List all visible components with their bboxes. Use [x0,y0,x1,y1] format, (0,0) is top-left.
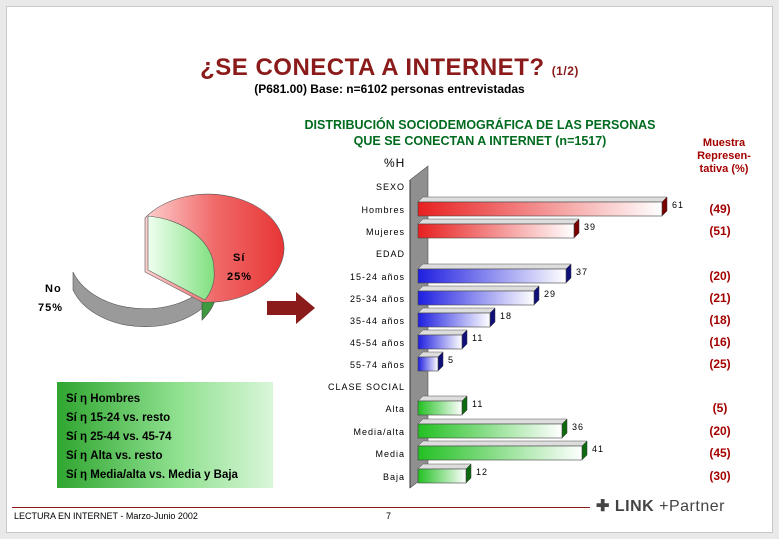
bar [417,334,463,350]
chart-title-line2: QUE SE CONECTAN A INTERNET (n=1517) [353,134,607,148]
value-label: 61 [672,200,684,210]
chart-title: DISTRIBUCIÓN SOCIODEMOGRÁFICA DE LAS PER… [270,117,690,149]
bar-top [417,263,572,270]
category-label: Baja [383,472,405,482]
bar [417,468,467,484]
muestra-header-line2: Represen- [697,150,751,162]
category-label: 25-34 años [350,294,405,304]
value-label: 11 [472,333,483,343]
bar-top [417,307,496,314]
logo: ✚ LINK +Partner [596,498,725,515]
pie-label-si: Sí [233,252,245,264]
bar-top [417,329,468,336]
muestra-value: (20) [709,424,730,438]
value-label: 18 [500,311,512,321]
category-label: Media [375,449,405,459]
value-label: 5 [448,355,454,365]
bar-top [417,440,588,447]
value-label: 11 [472,399,483,409]
category-label: Mujeres [366,227,405,237]
bar-top [417,218,580,225]
legend-line: Sí η Alta vs. resto [66,450,163,462]
page-title: ¿SE CONECTA A INTERNET? (1/2) [200,54,579,81]
bar [417,290,535,306]
legend-line: Sí η Media/alta vs. Media y Baja [66,469,238,481]
bar [417,400,463,416]
category-label: 15-24 años [350,272,405,282]
muestra-value: (16) [709,335,730,349]
value-label: 36 [572,422,584,432]
bar [417,201,663,217]
bar-top [417,463,472,470]
category-label: 35-44 años [350,316,405,326]
category-label: Media/alta [353,427,405,437]
value-label: 39 [584,222,596,232]
group-label: SEXO [376,182,405,192]
category-label: 55-74 años [350,360,405,370]
title-part: (1/2) [551,64,579,78]
muestra-header: Muestra Represen- tativa (%) [688,137,760,176]
muestra-value: (20) [709,269,730,283]
y-axis-label: %H [384,156,406,170]
bar [417,312,491,328]
legend-line: Sí η Hombres [66,393,141,405]
muestra-value: (25) [709,357,730,371]
muestra-header-line1: Muestra [702,137,746,149]
value-label: 12 [476,467,488,477]
group-label: CLASE SOCIAL [328,382,405,392]
bar-top [417,196,668,203]
muestra-value: (21) [709,291,730,305]
bar [417,223,575,239]
footer-text: LECTURA EN INTERNET - Marzo-Junio 2002 [14,511,198,521]
bar [417,445,583,461]
legend-line: Sí η 25-44 vs. 45-74 [66,431,172,443]
muestra-value: (5) [713,401,728,415]
muestra-value: (49) [709,202,730,216]
logo-partner: +Partner [659,498,725,515]
category-label: 45-54 años [350,338,405,348]
bar [417,268,567,284]
pie-value-si: 25% [227,271,252,283]
muestra-value: (45) [709,446,730,460]
arrow-icon [267,292,315,324]
bar-top [417,395,468,402]
pie-label-no: No [45,283,62,295]
value-label: 37 [576,267,588,277]
bar-top [417,285,540,292]
pie-slice-si [147,215,215,301]
legend-box [57,382,273,488]
chart-title-line1: DISTRIBUCIÓN SOCIODEMOGRÁFICA DE LAS PER… [304,118,656,132]
group-label: EDAD [376,249,405,259]
logo-brand: LINK [614,498,655,515]
page-subtitle: (P681.00) Base: n=6102 personas entrevis… [254,82,525,96]
category-label: Alta [385,404,405,414]
muestra-header-line3: tativa (%) [699,163,749,175]
bar-top [417,418,568,425]
footer-divider [12,507,590,508]
muestra-value: (51) [709,224,730,238]
value-label: 41 [592,444,604,454]
category-label: Hombres [361,205,405,215]
legend-line: Sí η 15-24 vs. resto [66,412,171,424]
pie-value-no: 75% [38,302,63,314]
muestra-value: (18) [709,313,730,327]
bar [417,423,563,439]
value-label: 29 [544,289,556,299]
bar [417,356,439,372]
muestra-value: (30) [709,469,730,483]
page-number: 7 [386,511,392,521]
